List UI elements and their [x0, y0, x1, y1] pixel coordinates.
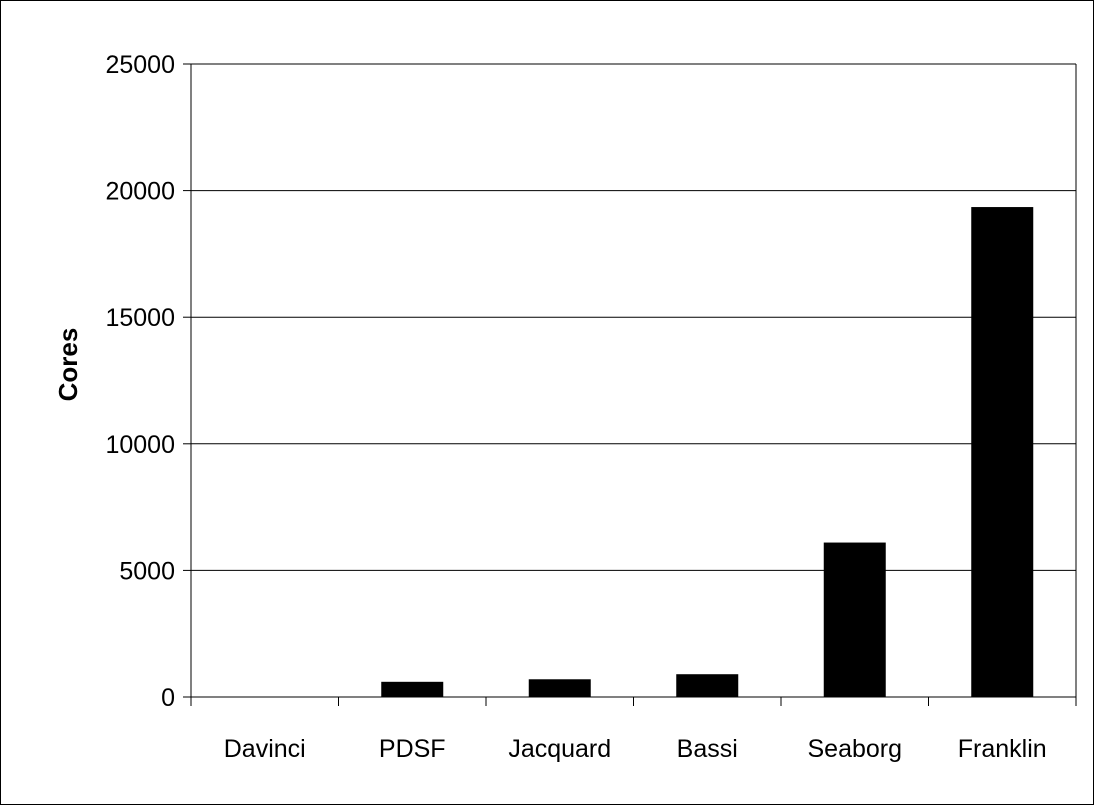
- bar-jacquard: [528, 679, 591, 697]
- y-tick-label: 15000: [105, 304, 175, 332]
- y-tick-label: 25000: [105, 51, 175, 79]
- y-tick-label: 20000: [105, 178, 175, 206]
- y-tick-label: 0: [161, 684, 175, 712]
- x-tick-label: Bassi: [677, 735, 738, 763]
- x-tick-label: Seaborg: [807, 735, 902, 763]
- x-tick-label: Franklin: [958, 735, 1047, 763]
- y-tick-label: 10000: [105, 431, 175, 459]
- x-ticks: Davinci PDSF Jacquard Bassi Seaborg Franklin: [190, 697, 1077, 763]
- axes: [190, 63, 1077, 698]
- x-tick-label: Jacquard: [508, 735, 611, 763]
- x-tick-label: Davinci: [224, 735, 306, 763]
- bar-franklin: [971, 207, 1034, 698]
- x-tick-label: PDSF: [379, 735, 446, 763]
- y-tick-label: 5000: [119, 557, 175, 585]
- bar-pdsf: [381, 681, 444, 697]
- y-axis-label: Cores: [53, 328, 83, 402]
- bar-bassi: [676, 674, 739, 697]
- y-ticks: 0 5000 10000 15000 20000 25000: [105, 51, 191, 712]
- bar-seaborg: [823, 542, 886, 697]
- bars: [381, 207, 1034, 698]
- gridlines: [191, 190, 1076, 571]
